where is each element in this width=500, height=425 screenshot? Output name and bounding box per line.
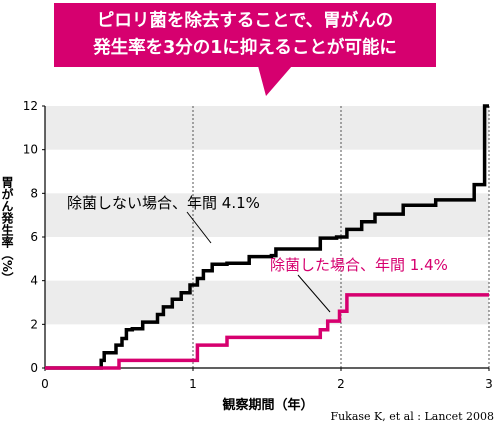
x-tick-label: 0 [41, 377, 49, 391]
x-axis-title: 観察期間（年） [221, 397, 313, 413]
x-tick-label: 2 [337, 377, 345, 391]
callout-bubble [258, 66, 292, 96]
y-tick-label: 4 [30, 274, 38, 288]
y-axis-title: 胃がん発生率（%） [0, 176, 14, 284]
y-tick-label: 12 [23, 99, 38, 113]
y-tick-label: 0 [30, 361, 38, 375]
series-line-1 [45, 104, 489, 370]
headline: ピロリ菌を除去することで、胃がんの 発生率を3分の1に抑えることが可能に [54, 3, 436, 67]
headline-line-1: ピロリ菌を除去することで、胃がんの [96, 11, 394, 31]
y-tick-label: 2 [30, 317, 38, 331]
y-tick-label: 10 [23, 143, 38, 157]
headline-line-2: 発生率を3分の1に抑えることが可能に [93, 38, 397, 58]
y-tick-label: 6 [30, 230, 38, 244]
source-citation: Fukase K, et al : Lancet 2008 [330, 410, 494, 423]
series-label-no-eradication: 除菌しない場合、年間 4.1% [67, 194, 260, 212]
grid-band [45, 280, 489, 325]
grid-band [45, 106, 489, 150]
leader-line-eradication [297, 274, 331, 313]
callout-box [54, 3, 436, 67]
grid-band [45, 193, 489, 237]
x-tick-label: 3 [485, 377, 493, 391]
leader-line-no-eradication [186, 211, 212, 244]
series-line-2 [45, 293, 489, 370]
y-tick-label: 8 [30, 186, 38, 200]
series-label-eradication: 除菌した場合、年間 1.4% [270, 256, 448, 274]
x-tick-label: 1 [189, 377, 197, 391]
